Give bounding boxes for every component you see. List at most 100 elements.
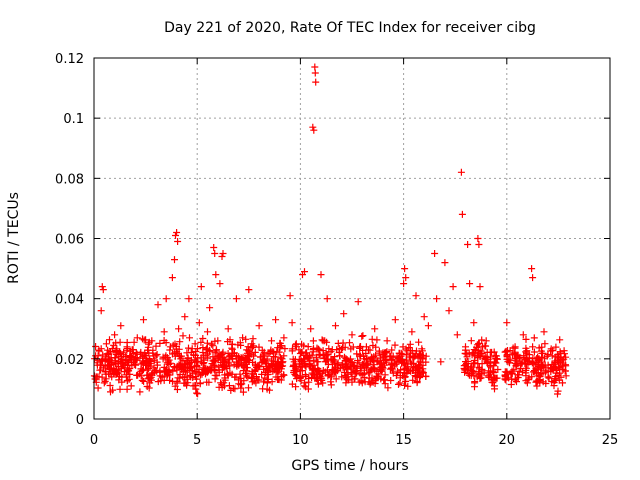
data-point (378, 360, 385, 368)
data-point (340, 310, 348, 318)
data-point (528, 359, 536, 367)
y-tick-label: 0.1 (63, 112, 84, 127)
data-point (101, 357, 109, 365)
data-point (290, 358, 298, 366)
data-point (154, 378, 162, 386)
data-point (395, 380, 402, 388)
data-point (160, 328, 168, 336)
data-point (470, 372, 478, 380)
data-point (104, 346, 112, 354)
data-point (504, 358, 512, 366)
data-point (242, 335, 250, 343)
data-point (441, 259, 449, 267)
y-tick-label: 0.04 (55, 293, 84, 308)
data-point (199, 360, 207, 368)
data-point (206, 304, 214, 312)
data-point (192, 348, 200, 355)
data-point (183, 381, 191, 389)
data-point (208, 340, 215, 348)
data-point (415, 338, 423, 346)
data-point (191, 340, 199, 348)
data-point (202, 370, 209, 378)
data-point (263, 385, 271, 393)
data-point (112, 339, 120, 347)
data-point (342, 379, 350, 387)
data-point (150, 356, 158, 364)
data-point (104, 358, 112, 366)
data-point (156, 339, 164, 347)
data-point (262, 358, 269, 366)
data-point (274, 376, 281, 383)
data-point (162, 295, 170, 303)
data-point (407, 358, 415, 366)
x-tick-label: 5 (193, 433, 201, 448)
data-point (458, 210, 466, 218)
data-point (334, 360, 342, 368)
data-point (481, 342, 489, 350)
data-point (355, 378, 363, 386)
data-point (99, 286, 107, 294)
data-point (288, 319, 296, 327)
data-point (139, 366, 147, 374)
data-point (544, 373, 552, 381)
data-point (176, 338, 184, 346)
data-point (367, 379, 375, 387)
data-point (296, 367, 304, 375)
data-point (247, 343, 255, 351)
data-point (533, 382, 541, 390)
data-point (319, 367, 327, 374)
data-point (201, 364, 209, 372)
data-point (293, 375, 301, 383)
data-point (308, 374, 316, 381)
data-point (269, 362, 277, 370)
data-point (523, 379, 531, 387)
data-point (559, 379, 566, 387)
data-point (501, 375, 509, 383)
data-point (314, 376, 322, 384)
data-point (154, 301, 162, 309)
data-point (344, 364, 352, 372)
data-point (541, 368, 549, 376)
data-point (240, 367, 248, 375)
data-point (424, 322, 432, 330)
data-point (523, 347, 531, 355)
data-point (545, 374, 553, 382)
data-point (144, 346, 152, 354)
data-point (249, 335, 257, 343)
data-point (325, 345, 333, 353)
data-point (386, 365, 394, 373)
data-point (362, 343, 370, 351)
data-point (288, 347, 296, 355)
data-point (375, 347, 383, 355)
data-point (320, 355, 328, 362)
data-point (175, 325, 183, 333)
data-point (275, 367, 283, 375)
data-point (470, 319, 478, 327)
data-point (195, 366, 203, 373)
data-point (185, 295, 193, 303)
data-point (212, 271, 220, 279)
data-point (107, 354, 115, 362)
data-point (224, 338, 232, 346)
data-point (176, 374, 184, 382)
data-point (412, 292, 420, 300)
data-point (189, 382, 197, 390)
data-point (273, 348, 281, 356)
axis-ticks (93, 57, 611, 420)
data-point (519, 368, 526, 376)
data-point (557, 358, 564, 366)
data-point (270, 366, 278, 374)
data-point (346, 339, 353, 347)
data-point (418, 369, 426, 377)
data-point (367, 365, 375, 373)
data-point (199, 335, 207, 342)
data-point (217, 379, 225, 387)
data-point (548, 352, 556, 360)
data-point (312, 78, 320, 86)
data-point (420, 313, 428, 321)
data-point (98, 283, 106, 291)
data-point (177, 364, 185, 372)
data-point (258, 370, 266, 378)
data-point (541, 340, 549, 348)
data-point (534, 361, 542, 369)
